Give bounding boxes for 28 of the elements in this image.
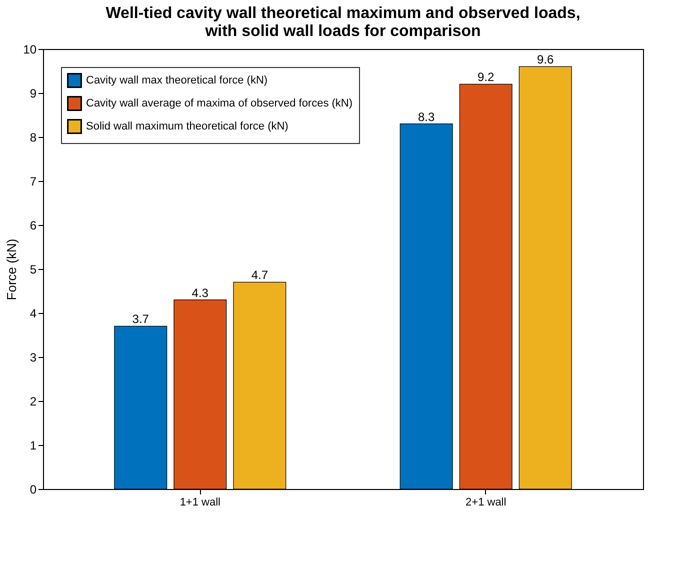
legend-label: Cavity wall max theoretical force (kN) xyxy=(86,74,268,86)
y-tick-label: 3 xyxy=(30,350,37,364)
legend-label: Solid wall maximum theoretical force (kN) xyxy=(86,120,288,132)
y-tick-label: 6 xyxy=(30,218,37,232)
data-label: 4.3 xyxy=(192,286,209,300)
y-tick-label: 10 xyxy=(23,42,37,56)
y-tick-label: 8 xyxy=(30,130,37,144)
legend-label: Cavity wall average of maxima of observed forces (kN) xyxy=(86,98,353,110)
data-label: 9.2 xyxy=(478,70,495,84)
y-tick-label: 5 xyxy=(30,262,37,276)
bar xyxy=(518,66,572,490)
y-tick-label: 1 xyxy=(30,438,37,452)
x-tick-label: 1+1 wall xyxy=(180,496,220,508)
data-label: 8.3 xyxy=(418,110,435,124)
y-tick-label: 0 xyxy=(30,482,37,496)
y-tick-label: 9 xyxy=(30,86,37,100)
bar xyxy=(233,282,286,490)
y-tick-label: 7 xyxy=(30,174,37,188)
y-axis-title: Force (kN) xyxy=(4,238,20,300)
data-label: 3.7 xyxy=(132,312,150,326)
data-label: 9.6 xyxy=(537,52,554,67)
y-tick-label: 2 xyxy=(30,394,37,408)
bar xyxy=(400,124,453,490)
chart-title: Well-tied cavity wall theoretical maximum and observed loads, with solid wall loads for comparison xyxy=(106,5,580,40)
x-tick-label: 2+1 wall xyxy=(466,496,506,508)
bar xyxy=(114,326,168,490)
y-tick-label: 4 xyxy=(30,306,37,320)
data-label: 4.7 xyxy=(251,268,268,282)
